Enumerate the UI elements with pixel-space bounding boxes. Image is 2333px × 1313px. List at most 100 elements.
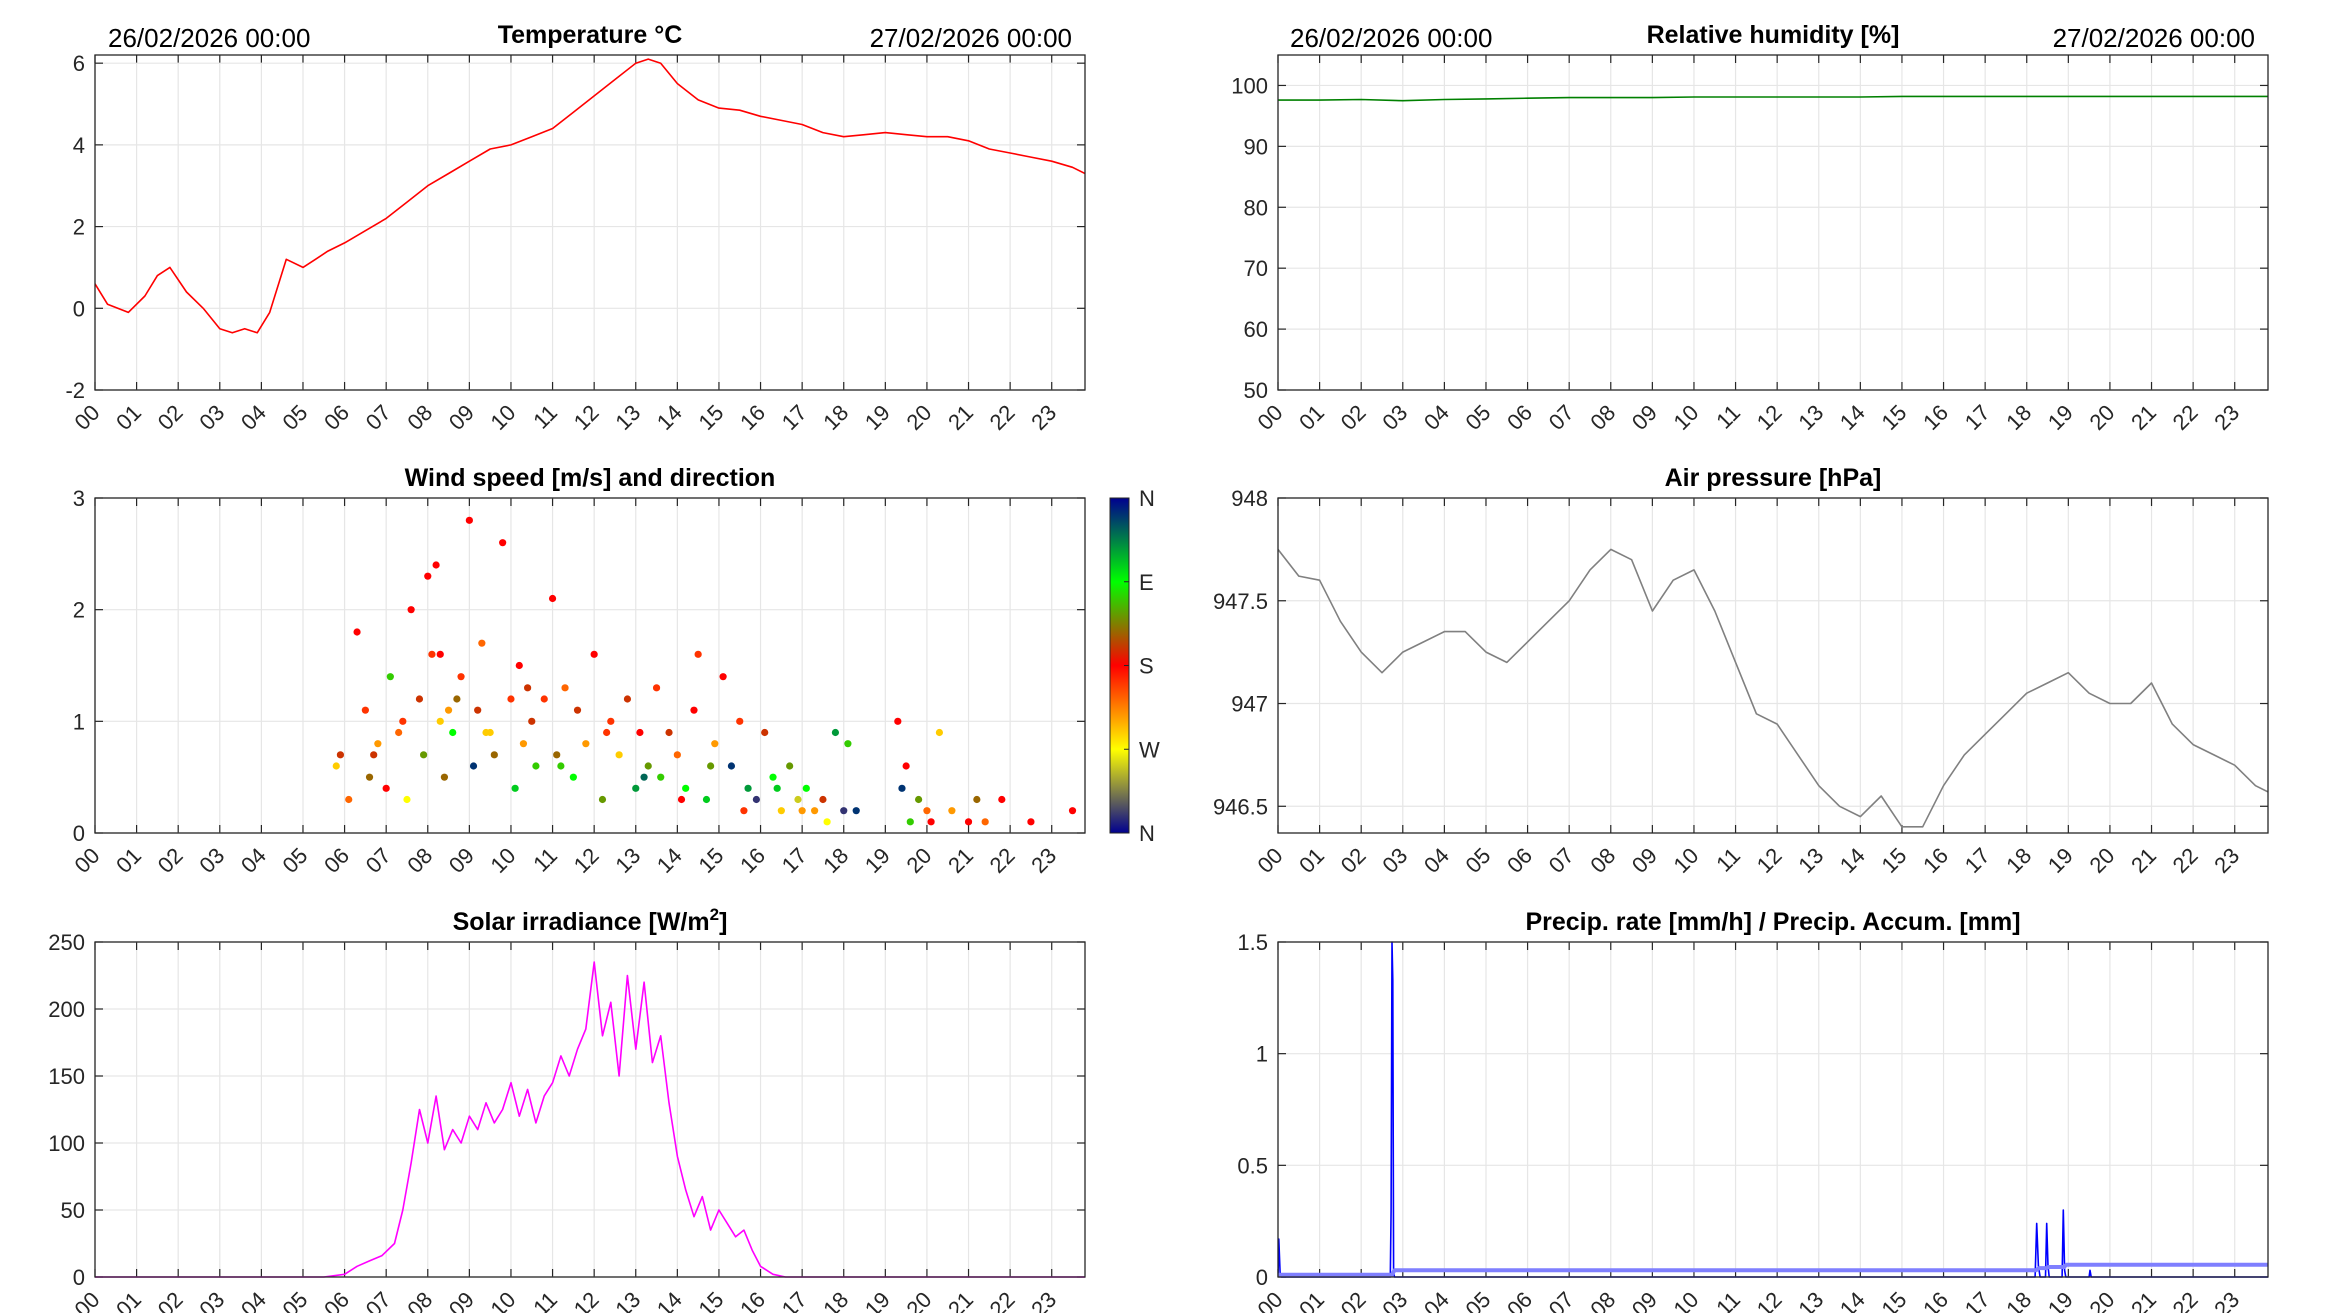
wind-point xyxy=(374,740,382,748)
wind-xtick-label: 12 xyxy=(569,843,604,878)
humidity-xtick-label: 21 xyxy=(2126,400,2161,435)
wind-point xyxy=(923,807,931,815)
precip-series-line xyxy=(1278,941,2268,1278)
wind-ytick-label: 2 xyxy=(73,598,85,623)
solar-xtick-label: 16 xyxy=(735,1287,770,1313)
precip-xtick-label: 12 xyxy=(1752,1287,1787,1313)
wind-point xyxy=(582,740,590,748)
wind-xtick-label: 23 xyxy=(1026,843,1061,878)
humidity-xtick-label: 11 xyxy=(1711,400,1745,434)
temperature-xtick-label: 19 xyxy=(860,400,895,435)
wind-point xyxy=(719,673,727,681)
wind-point xyxy=(478,639,486,647)
temperature-xtick-label: 20 xyxy=(901,400,936,435)
wind-point xyxy=(336,751,345,759)
humidity-xtick-label: 10 xyxy=(1669,400,1704,435)
wind-point xyxy=(652,684,661,692)
temperature-start-date: 26/02/2026 00:00 xyxy=(108,23,310,53)
pressure-xtick-label: 01 xyxy=(1294,843,1329,878)
humidity-ytick-label: 80 xyxy=(1244,195,1268,220)
wind-xtick-label: 19 xyxy=(860,843,895,878)
colorbar-label: E xyxy=(1139,570,1154,595)
temperature-xtick-label: 04 xyxy=(236,400,271,435)
pressure-series-line xyxy=(1278,548,2268,828)
solar-xtick-label: 03 xyxy=(194,1287,229,1313)
temperature-xtick-label: 09 xyxy=(444,400,479,435)
solar-ytick-label: 200 xyxy=(48,997,85,1022)
solar-series-line xyxy=(95,961,1085,1278)
wind-xtick-label: 08 xyxy=(402,843,437,878)
wind-xtick-label: 20 xyxy=(901,843,936,878)
pressure-xtick-label: 12 xyxy=(1752,843,1787,878)
wind-point xyxy=(665,728,673,737)
wind-point xyxy=(811,807,819,815)
wind-point xyxy=(415,695,424,703)
humidity-xtick-label: 00 xyxy=(1253,400,1288,435)
wind-data-layer xyxy=(332,516,1077,826)
temperature-xtick-label: 01 xyxy=(111,400,146,435)
solar-xtick-label: 06 xyxy=(319,1287,354,1313)
humidity-ytick-label: 90 xyxy=(1244,134,1268,159)
wind-xtick-label: 07 xyxy=(361,843,396,878)
wind-point xyxy=(395,728,403,737)
wind-point xyxy=(386,673,394,681)
humidity-xtick-label: 08 xyxy=(1585,400,1620,435)
wind-point xyxy=(677,795,686,804)
humidity-xtick-label: 02 xyxy=(1336,400,1371,435)
wind-point xyxy=(840,807,848,815)
wind-point xyxy=(736,717,744,725)
solar-xtick-label: 08 xyxy=(402,1287,437,1313)
wind-ytick-label: 1 xyxy=(73,709,85,734)
solar-ytick-label: 50 xyxy=(61,1198,85,1223)
humidity-xtick-label: 14 xyxy=(1835,400,1870,435)
wind-point xyxy=(906,818,914,826)
temperature-xtick-label: 03 xyxy=(194,400,229,435)
pressure-ytick-label: 948 xyxy=(1231,486,1268,511)
pressure-xtick-label: 22 xyxy=(2168,843,2203,878)
pressure-xtick-label: 19 xyxy=(2043,843,2078,878)
wind-point xyxy=(573,706,582,714)
humidity-axes-frame xyxy=(1277,54,2269,391)
humidity-ytick-label: 50 xyxy=(1244,378,1268,403)
solar-ytick-label: 150 xyxy=(48,1064,85,1089)
precip-xtick-label: 08 xyxy=(1585,1287,1620,1313)
wind-point xyxy=(927,818,935,826)
wind-point xyxy=(727,762,736,770)
wind-point xyxy=(948,807,956,815)
wind-xtick-label: 10 xyxy=(486,843,521,878)
pressure-xtick-label: 16 xyxy=(1918,843,1953,878)
temperature-end-date: 27/02/2026 00:00 xyxy=(870,23,1072,53)
solar-xtick-label: 21 xyxy=(943,1287,978,1313)
wind-point xyxy=(777,807,785,815)
wind-point xyxy=(603,728,611,737)
wind-point xyxy=(794,795,802,804)
wind-point xyxy=(981,818,989,826)
wind-point xyxy=(657,773,665,781)
wind-xtick-label: 00 xyxy=(70,843,105,878)
precip-xtick-label: 10 xyxy=(1669,1287,1704,1313)
temperature-xtick-label: 05 xyxy=(278,400,313,435)
precip-chart: 00 01 02 03 04 05 06 07 08 09 10 11 12 13 14 15 16 17 18 19… xyxy=(1237,908,2269,1313)
wind-point xyxy=(528,717,536,725)
wind-xtick-label: 03 xyxy=(194,843,229,878)
wind-point xyxy=(403,795,411,804)
solar-xtick-label: 09 xyxy=(444,1287,479,1313)
wind-title: Wind speed [m/s] and direction xyxy=(405,464,776,492)
precip-plot-area xyxy=(1278,942,2268,1277)
temperature-xtick-label: 22 xyxy=(985,400,1020,435)
precip-xtick-label: 20 xyxy=(2084,1287,2119,1313)
wind-xtick-label: 05 xyxy=(278,843,313,878)
wind-point xyxy=(694,650,702,658)
solar-data-layer xyxy=(95,961,1085,1278)
humidity-start-date: 26/02/2026 00:00 xyxy=(1290,23,1492,53)
temperature-xtick-label: 10 xyxy=(486,400,521,435)
pressure-title: Air pressure [hPa] xyxy=(1665,464,1882,492)
temperature-xtick-label: 16 xyxy=(735,400,770,435)
humidity-xtick-label: 18 xyxy=(2001,400,2036,435)
precip-data-layer xyxy=(1278,941,2268,1278)
temperature-xtick-label: 15 xyxy=(693,400,728,435)
wind-point xyxy=(831,728,840,737)
wind-point xyxy=(752,795,760,804)
humidity-xtick-label: 06 xyxy=(1502,400,1537,435)
precip-title: Precip. rate [mm/h] / Precip. Accum. [mm… xyxy=(1525,908,2020,936)
